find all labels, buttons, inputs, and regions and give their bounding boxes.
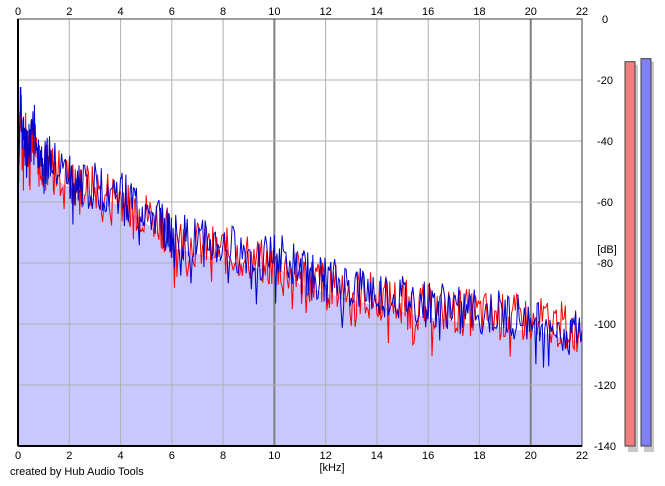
x-tick-label-bottom: 18 [473, 450, 485, 462]
x-tick-label-bottom: 2 [66, 450, 72, 462]
y-tick-label: -100 [594, 319, 616, 331]
x-tick-label-top: 18 [473, 6, 485, 18]
x-tick-label-bottom: 12 [320, 450, 332, 462]
x-tick-label-bottom: 20 [525, 450, 537, 462]
spectrum-area [18, 107, 582, 446]
x-tick-label-bottom: 8 [220, 450, 226, 462]
series-layer [17, 86, 583, 368]
level-meter-bar [640, 58, 652, 447]
series-line-1 [17, 86, 583, 368]
x-tick-label-top: 16 [422, 6, 434, 18]
x-tick-label-bottom: 0 [15, 450, 21, 462]
credit-text: created by Hub Audio Tools [10, 466, 144, 478]
x-tick-label-top: 4 [117, 6, 123, 18]
plot-area [18, 19, 582, 446]
level-meters [624, 58, 654, 453]
level-meter-bar [624, 61, 636, 447]
x-tick-label-bottom: 22 [576, 450, 588, 462]
y-tick-label: -60 [597, 197, 613, 209]
x-tick-label-bottom: 4 [117, 450, 123, 462]
y-tick-label: -40 [597, 136, 613, 148]
x-tick-label-bottom: 6 [169, 450, 175, 462]
y-axis-label: [dB] [597, 244, 617, 256]
x-tick-label-bottom: 16 [422, 450, 434, 462]
x-tick-label-top: 8 [220, 6, 226, 18]
y-tick-label: 0 [602, 14, 608, 26]
y-tick-label: -20 [597, 75, 613, 87]
x-tick-label-top: 14 [371, 6, 383, 18]
x-tick-label-top: 0 [15, 6, 21, 18]
x-tick-label-top: 20 [525, 6, 537, 18]
x-tick-label-top: 12 [320, 6, 332, 18]
x-tick-label-top: 2 [66, 6, 72, 18]
y-tick-label: -80 [597, 258, 613, 270]
x-tick-label-top: 6 [169, 6, 175, 18]
x-tick-label-top: 10 [268, 6, 280, 18]
y-tick-label: -140 [594, 441, 616, 453]
x-tick-label-top: 22 [576, 6, 588, 18]
x-tick-label-bottom: 10 [268, 450, 280, 462]
tick-labels: 002244668810101212141416161818202022220-… [15, 6, 616, 462]
axes [17, 18, 583, 447]
x-tick-label-bottom: 14 [371, 450, 383, 462]
y-tick-label: -120 [594, 380, 616, 392]
x-axis-label: [kHz] [319, 462, 344, 474]
